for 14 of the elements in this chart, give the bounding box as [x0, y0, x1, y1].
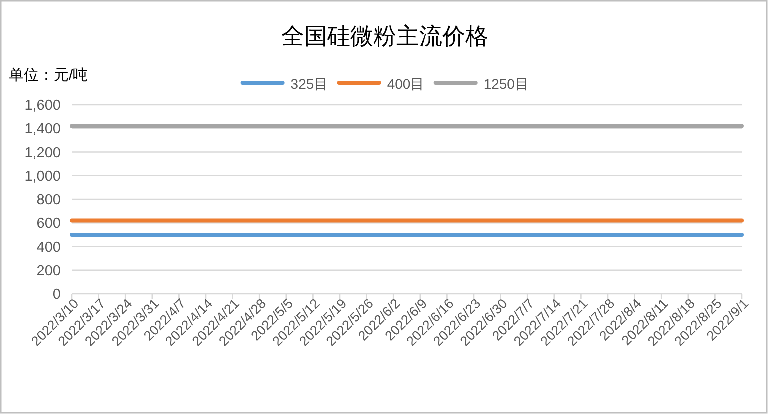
y-axis-title: 单位：元/吨	[9, 67, 88, 84]
y-tick-label: 1,000	[24, 168, 61, 185]
y-tick-label: 1,200	[24, 145, 61, 162]
y-tick-label: 200	[36, 263, 61, 280]
y-tick-label: 400	[36, 240, 61, 256]
y-tick-label: 0	[52, 287, 61, 304]
chart-title: 全国硅微粉主流价格	[282, 23, 488, 49]
y-tick-label: 1,400	[24, 122, 61, 138]
legend-label: 325目	[290, 76, 328, 92]
y-tick-label: 600	[36, 216, 61, 232]
y-tick-label: 800	[36, 192, 61, 209]
legend-label: 1250目	[484, 76, 529, 92]
y-tick-label: 1,600	[24, 98, 61, 114]
legend-label: 400目	[387, 76, 425, 92]
